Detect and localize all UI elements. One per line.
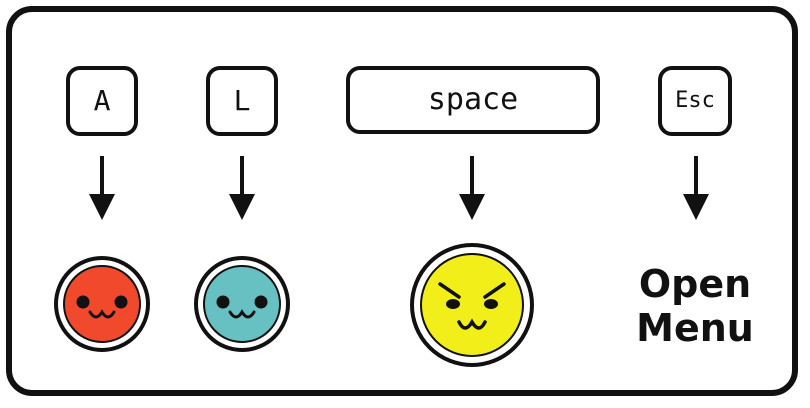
key-esc-label: Esc — [675, 88, 715, 113]
key-space-button[interactable]: space — [346, 66, 600, 134]
blue-smiley-icon — [194, 256, 290, 352]
red-smiley-icon — [54, 256, 150, 352]
yellow-angry-smiley-icon — [410, 243, 534, 367]
open-menu-label: Open Menu — [620, 262, 770, 350]
key-a-label: A — [93, 84, 111, 117]
open-menu-line2: Menu — [636, 306, 754, 350]
down-arrow-icon — [229, 156, 255, 220]
key-l-button[interactable]: L — [206, 66, 278, 136]
key-esc-button[interactable]: Esc — [658, 66, 732, 136]
key-space-label: space — [427, 82, 519, 117]
down-arrow-icon — [89, 156, 115, 220]
open-menu-line1: Open — [638, 262, 752, 306]
key-a-button[interactable]: A — [66, 66, 138, 136]
down-arrow-icon — [683, 156, 709, 220]
down-arrow-icon — [459, 156, 485, 220]
key-l-label: L — [233, 84, 251, 117]
